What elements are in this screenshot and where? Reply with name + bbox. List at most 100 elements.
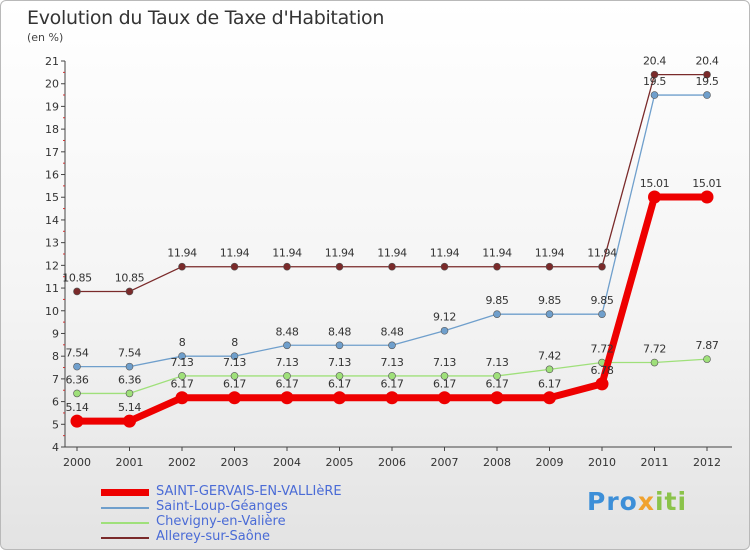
- data-point: [703, 355, 711, 363]
- data-point: [175, 391, 189, 405]
- data-point: [440, 372, 449, 380]
- data-point: [178, 372, 186, 380]
- data-label: 6.78: [591, 364, 614, 377]
- data-label: 8.48: [381, 325, 404, 338]
- data-point: [388, 372, 396, 380]
- x-tick-label: 2007: [431, 456, 459, 469]
- data-point: [598, 310, 606, 318]
- data-label: 7.13: [381, 356, 404, 369]
- data-label: 7.13: [276, 356, 299, 369]
- data-label: 5.14: [66, 401, 89, 414]
- x-tick-label: 2012: [693, 456, 721, 469]
- data-label: 15.01: [692, 177, 722, 190]
- y-tick-label: 17: [45, 146, 59, 159]
- data-label: 8.48: [328, 325, 351, 338]
- data-label: 7.13: [171, 356, 194, 369]
- data-point: [493, 310, 501, 318]
- data-point: [230, 262, 239, 271]
- data-point: [230, 352, 239, 360]
- data-point: [73, 362, 81, 371]
- data-label: 8: [179, 336, 186, 349]
- data-point: [545, 262, 554, 271]
- legend-label: Saint-Loup-Géanges: [156, 499, 288, 514]
- data-label: 6.17: [538, 378, 561, 391]
- y-tick-label: 11: [45, 282, 59, 295]
- data-point: [543, 391, 556, 405]
- y-tick-label: 14: [45, 214, 59, 227]
- y-tick-label: 4: [52, 441, 59, 454]
- data-point: [440, 326, 449, 335]
- data-label: 8.48: [276, 325, 299, 338]
- data-label: 19.5: [696, 75, 719, 88]
- data-point: [545, 310, 554, 318]
- data-point: [388, 341, 396, 350]
- x-tick-label: 2005: [326, 456, 354, 469]
- data-point: [178, 352, 186, 360]
- data-label: 9.85: [538, 294, 561, 307]
- data-point: [388, 262, 396, 271]
- data-label: 6.17: [433, 378, 456, 391]
- data-label: 6.17: [171, 378, 194, 391]
- x-tick-label: 2002: [168, 456, 196, 469]
- data-label: 7.42: [538, 349, 561, 362]
- x-tick-label: 2003: [221, 456, 249, 469]
- data-point: [703, 91, 711, 99]
- data-point: [178, 262, 186, 271]
- data-label: 11.94: [220, 247, 250, 260]
- y-tick-label: 20: [45, 78, 59, 91]
- data-point: [490, 391, 504, 405]
- data-label: 5.14: [118, 401, 141, 414]
- data-point: [70, 414, 84, 428]
- chart-subtitle: (en %): [27, 31, 64, 44]
- data-point: [493, 372, 501, 380]
- y-tick-label: 21: [45, 55, 59, 68]
- data-point: [73, 287, 81, 296]
- chart-title: Evolution du Taux de Taxe d'Habitation: [27, 7, 385, 29]
- x-tick-label: 2009: [536, 456, 564, 469]
- data-label: 11.94: [272, 247, 302, 260]
- data-point: [440, 262, 449, 271]
- data-point: [648, 190, 661, 204]
- data-point: [125, 389, 134, 398]
- data-label: 7.54: [118, 347, 141, 360]
- data-label: 6.36: [118, 373, 141, 386]
- data-label: 7.72: [643, 343, 666, 356]
- data-label: 6.17: [486, 378, 509, 391]
- data-point: [228, 391, 241, 405]
- x-tick-label: 2011: [641, 456, 669, 469]
- data-point: [283, 262, 291, 271]
- data-point: [650, 358, 659, 367]
- y-tick-label: 12: [45, 259, 59, 272]
- data-label: 7.13: [223, 356, 246, 369]
- data-point: [595, 377, 609, 391]
- y-tick-label: 10: [45, 305, 59, 318]
- data-point: [280, 391, 294, 405]
- y-tick-label: 13: [45, 237, 59, 250]
- legend-swatch-saint-gervais: [101, 489, 149, 496]
- data-point: [283, 372, 291, 380]
- legend-label: Chevigny-en-Valière: [156, 514, 286, 529]
- data-point: [700, 190, 714, 204]
- data-point: [493, 262, 501, 271]
- legend-label: Allerey-sur-Saône: [156, 529, 270, 544]
- data-point: [438, 391, 451, 405]
- data-point: [385, 391, 399, 405]
- x-tick-label: 2006: [378, 456, 406, 469]
- legend-swatch-saint-loup: [101, 507, 149, 509]
- x-tick-label: 2004: [273, 456, 301, 469]
- x-tick-label: 2010: [588, 456, 616, 469]
- data-label: 11.94: [535, 247, 565, 260]
- data-point: [335, 372, 344, 380]
- data-label: 15.01: [640, 177, 670, 190]
- data-label: 7.13: [486, 356, 509, 369]
- data-label: 6.36: [66, 373, 89, 386]
- y-tick-label: 19: [45, 100, 59, 113]
- data-point: [230, 372, 239, 380]
- y-tick-label: 6: [52, 396, 59, 409]
- data-label: 11.94: [325, 247, 355, 260]
- data-point: [125, 287, 134, 296]
- data-label: 9.85: [486, 294, 509, 307]
- data-point: [335, 341, 344, 350]
- data-label: 11.94: [430, 247, 460, 260]
